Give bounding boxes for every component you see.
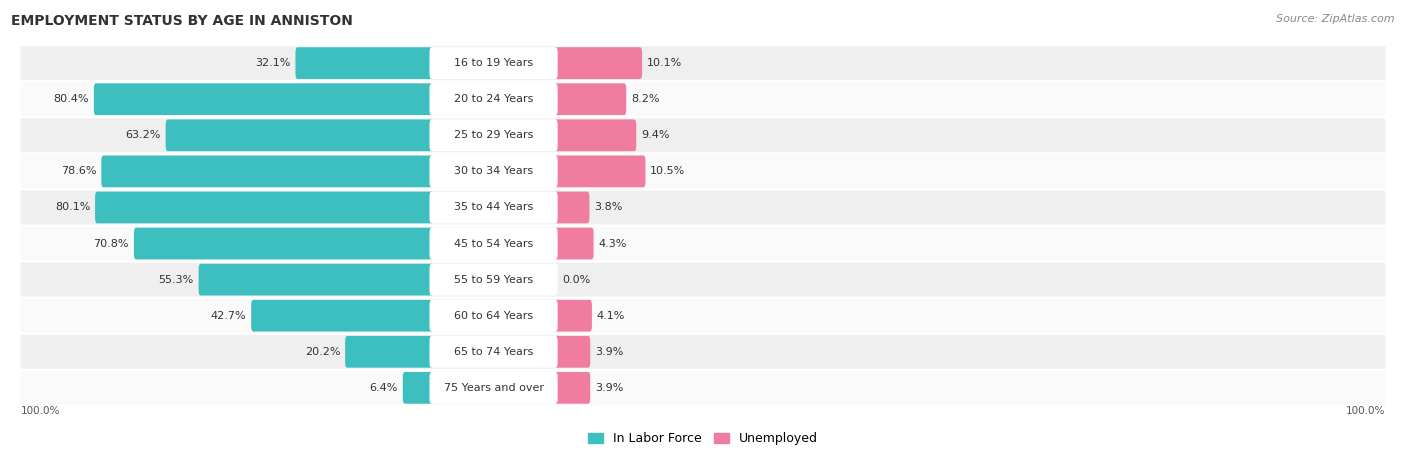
FancyBboxPatch shape xyxy=(429,120,558,151)
Text: 32.1%: 32.1% xyxy=(256,58,291,68)
Text: 63.2%: 63.2% xyxy=(125,130,160,140)
FancyBboxPatch shape xyxy=(554,120,637,151)
FancyBboxPatch shape xyxy=(94,83,433,115)
FancyBboxPatch shape xyxy=(429,264,558,295)
FancyBboxPatch shape xyxy=(554,83,626,115)
Text: 20.2%: 20.2% xyxy=(305,347,340,357)
Text: 70.8%: 70.8% xyxy=(94,239,129,249)
FancyBboxPatch shape xyxy=(252,300,433,331)
Text: 35 to 44 Years: 35 to 44 Years xyxy=(454,202,533,212)
Legend: In Labor Force, Unemployed: In Labor Force, Unemployed xyxy=(583,427,823,450)
FancyBboxPatch shape xyxy=(21,335,1385,369)
Text: 4.1%: 4.1% xyxy=(596,311,626,321)
FancyBboxPatch shape xyxy=(554,300,592,331)
FancyBboxPatch shape xyxy=(166,120,433,151)
Text: 10.1%: 10.1% xyxy=(647,58,682,68)
Text: 55 to 59 Years: 55 to 59 Years xyxy=(454,275,533,285)
Text: 3.8%: 3.8% xyxy=(595,202,623,212)
Text: 80.4%: 80.4% xyxy=(53,94,89,104)
Text: 25 to 29 Years: 25 to 29 Years xyxy=(454,130,533,140)
Text: 3.9%: 3.9% xyxy=(595,383,623,393)
FancyBboxPatch shape xyxy=(21,299,1385,333)
Text: 4.3%: 4.3% xyxy=(599,239,627,249)
Text: 20 to 24 Years: 20 to 24 Years xyxy=(454,94,533,104)
Text: 75 Years and over: 75 Years and over xyxy=(443,383,544,393)
FancyBboxPatch shape xyxy=(429,47,558,79)
FancyBboxPatch shape xyxy=(554,192,589,223)
FancyBboxPatch shape xyxy=(21,154,1385,189)
FancyBboxPatch shape xyxy=(21,226,1385,261)
Text: 16 to 19 Years: 16 to 19 Years xyxy=(454,58,533,68)
FancyBboxPatch shape xyxy=(554,47,643,79)
FancyBboxPatch shape xyxy=(429,83,558,115)
Text: 60 to 64 Years: 60 to 64 Years xyxy=(454,311,533,321)
FancyBboxPatch shape xyxy=(554,228,593,259)
Text: 100.0%: 100.0% xyxy=(1346,406,1385,416)
FancyBboxPatch shape xyxy=(198,264,433,295)
FancyBboxPatch shape xyxy=(21,190,1385,225)
FancyBboxPatch shape xyxy=(21,371,1385,405)
FancyBboxPatch shape xyxy=(429,192,558,223)
Text: 80.1%: 80.1% xyxy=(55,202,90,212)
FancyBboxPatch shape xyxy=(554,336,591,368)
FancyBboxPatch shape xyxy=(429,300,558,331)
Text: 30 to 34 Years: 30 to 34 Years xyxy=(454,166,533,176)
FancyBboxPatch shape xyxy=(21,46,1385,80)
Text: EMPLOYMENT STATUS BY AGE IN ANNISTON: EMPLOYMENT STATUS BY AGE IN ANNISTON xyxy=(11,14,353,28)
Text: 55.3%: 55.3% xyxy=(159,275,194,285)
FancyBboxPatch shape xyxy=(554,372,591,404)
FancyBboxPatch shape xyxy=(344,336,433,368)
FancyBboxPatch shape xyxy=(295,47,433,79)
Text: 78.6%: 78.6% xyxy=(60,166,97,176)
Text: 65 to 74 Years: 65 to 74 Years xyxy=(454,347,533,357)
FancyBboxPatch shape xyxy=(96,192,433,223)
Text: 45 to 54 Years: 45 to 54 Years xyxy=(454,239,533,249)
FancyBboxPatch shape xyxy=(402,372,433,404)
Text: 0.0%: 0.0% xyxy=(562,275,591,285)
FancyBboxPatch shape xyxy=(429,372,558,404)
Text: 3.9%: 3.9% xyxy=(595,347,623,357)
FancyBboxPatch shape xyxy=(429,156,558,187)
Text: 100.0%: 100.0% xyxy=(21,406,60,416)
Text: 9.4%: 9.4% xyxy=(641,130,669,140)
Text: 10.5%: 10.5% xyxy=(651,166,686,176)
Text: 6.4%: 6.4% xyxy=(370,383,398,393)
FancyBboxPatch shape xyxy=(101,156,433,187)
FancyBboxPatch shape xyxy=(429,228,558,259)
Text: Source: ZipAtlas.com: Source: ZipAtlas.com xyxy=(1277,14,1395,23)
FancyBboxPatch shape xyxy=(21,82,1385,116)
FancyBboxPatch shape xyxy=(21,262,1385,297)
FancyBboxPatch shape xyxy=(554,156,645,187)
FancyBboxPatch shape xyxy=(429,336,558,368)
Text: 8.2%: 8.2% xyxy=(631,94,659,104)
FancyBboxPatch shape xyxy=(21,118,1385,152)
Text: 42.7%: 42.7% xyxy=(211,311,246,321)
FancyBboxPatch shape xyxy=(134,228,433,259)
